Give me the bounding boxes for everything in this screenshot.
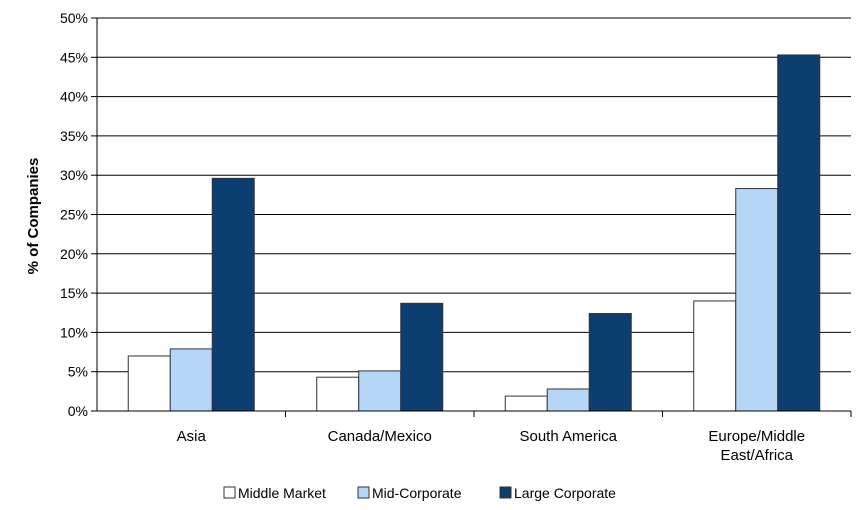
- bar: [504, 395, 548, 412]
- y-tick-label: 0%: [68, 403, 88, 419]
- bar: [400, 302, 444, 412]
- y-tick-label: 15%: [60, 285, 88, 301]
- y-axis-label: % of Companies: [25, 158, 42, 275]
- legend-label: Mid-Corporate: [372, 485, 462, 501]
- x-tick-label: East/Africa: [720, 447, 793, 464]
- x-tick-label: South America: [519, 428, 617, 445]
- y-tick-label: 25%: [60, 207, 88, 223]
- y-tick-label: 20%: [60, 246, 88, 262]
- bar: [693, 300, 737, 412]
- legend-swatch: [357, 486, 370, 499]
- bar: [777, 54, 821, 412]
- bar: [546, 388, 590, 412]
- y-tick-label: 10%: [60, 324, 88, 340]
- y-tick-label: 50%: [60, 10, 88, 26]
- y-tick-label: 45%: [60, 49, 88, 65]
- bars: [127, 54, 821, 412]
- x-tick-label: Asia: [177, 428, 207, 445]
- bar: [127, 355, 171, 412]
- y-tick-label: 35%: [60, 128, 88, 144]
- legend: Middle Market Mid-Corporate Large Corporat…: [223, 485, 616, 501]
- y-tick-label: 40%: [60, 89, 88, 105]
- bar: [316, 376, 360, 412]
- x-tick-label: Europe/Middle: [708, 428, 805, 445]
- bar: [169, 348, 213, 412]
- bar: [588, 313, 632, 412]
- bar: [735, 188, 779, 412]
- legend-label: Middle Market: [238, 485, 326, 501]
- bar: [358, 370, 402, 412]
- axis-labels: % of Companies 0% 5% 10% 15% 20% 25% 30% 35% 40%…: [25, 10, 805, 464]
- axes: [91, 17, 852, 417]
- y-tick-label: 5%: [68, 364, 88, 380]
- legend-swatch: [499, 486, 512, 499]
- legend-label: Large Corporate: [514, 485, 616, 501]
- bar: [211, 177, 255, 412]
- y-tick-label: 30%: [60, 167, 88, 183]
- legend-swatch: [223, 486, 236, 499]
- x-tick-label: Canada/Mexico: [328, 428, 432, 445]
